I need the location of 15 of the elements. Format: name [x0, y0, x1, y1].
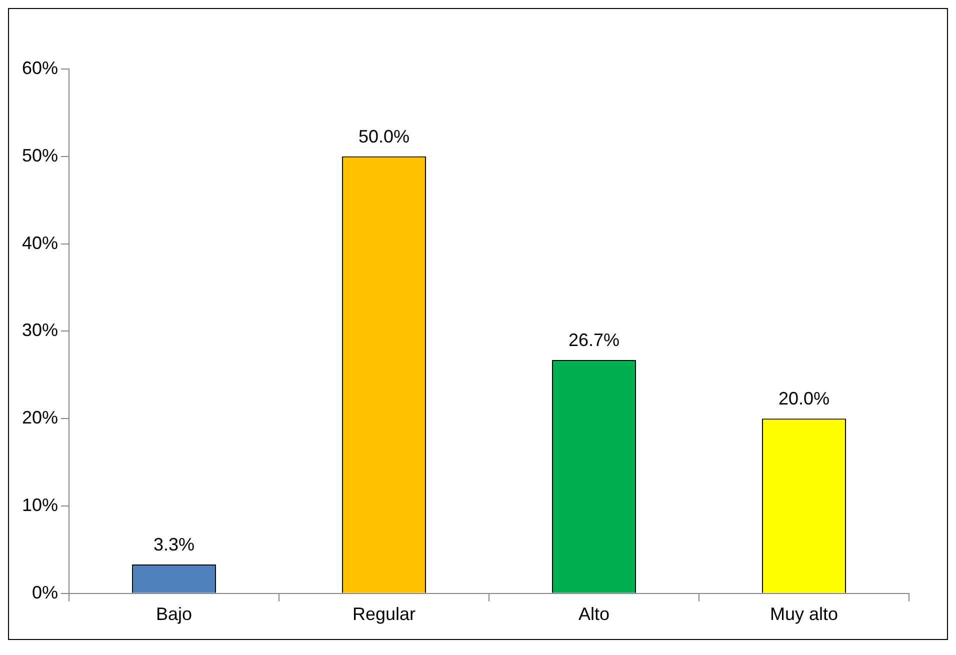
data-label: 26.7% — [568, 330, 620, 350]
x-tick-label: Regular — [352, 604, 416, 624]
y-tick-label: 30% — [22, 320, 58, 340]
x-tick-label: Alto — [578, 604, 610, 624]
y-tick-label: 0% — [32, 582, 58, 602]
data-label: 3.3% — [154, 534, 195, 555]
y-tick-label: 50% — [22, 145, 58, 166]
data-label: 50.0% — [358, 126, 410, 146]
data-label: 20.0% — [778, 388, 830, 409]
x-tick-label: Bajo — [156, 604, 192, 624]
x-tick-label: Muy alto — [770, 604, 838, 624]
y-tick-label: 10% — [22, 494, 58, 515]
y-tick-label: 60% — [22, 58, 58, 78]
y-tick-label: 20% — [22, 408, 58, 428]
y-tick-label: 40% — [22, 232, 58, 253]
